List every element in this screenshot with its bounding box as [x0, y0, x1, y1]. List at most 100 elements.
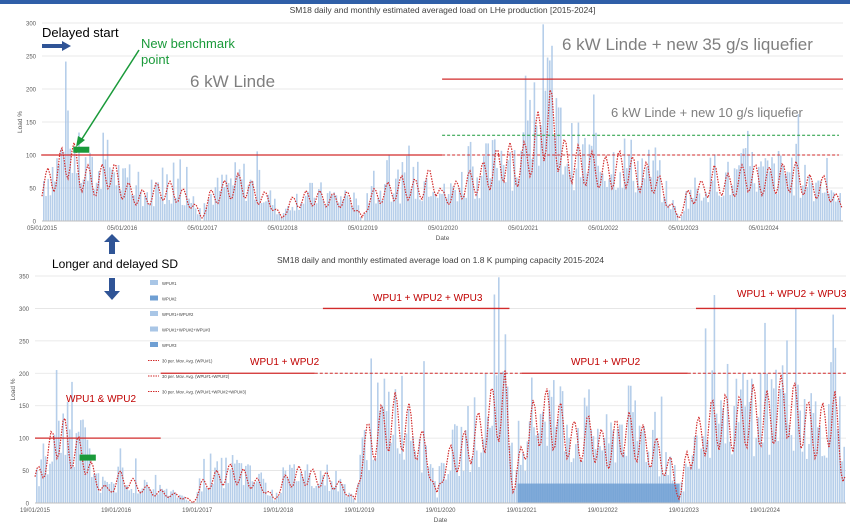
- legend-swatch: [150, 342, 158, 347]
- daily-bar: [197, 214, 199, 221]
- daily-bar: [339, 478, 342, 503]
- daily-bar: [593, 94, 595, 221]
- daily-bar: [397, 169, 399, 221]
- daily-bar: [130, 489, 133, 503]
- daily-bar: [751, 152, 753, 221]
- daily-bar: [546, 445, 548, 503]
- daily-bar: [791, 157, 793, 221]
- linde-6kw-label: 6 kW Linde: [190, 72, 276, 91]
- daily-bar: [286, 477, 289, 503]
- daily-bar: [456, 425, 458, 503]
- sd-up-arrow-icon: [104, 234, 120, 254]
- daily-bar: [234, 162, 236, 221]
- daily-bar: [188, 198, 190, 221]
- daily-bar: [267, 495, 269, 503]
- pumping-chart-svg: SM18 daily and monthly estimated average…: [10, 255, 846, 524]
- daily-bar: [62, 413, 64, 503]
- moving-average-line: [41, 87, 843, 220]
- daily-bar: [608, 178, 610, 221]
- daily-bar: [736, 169, 738, 221]
- daily-bar: [65, 61, 67, 222]
- delayed-start-label: Delayed start: [42, 25, 119, 40]
- daily-bar: [559, 386, 562, 503]
- daily-bar: [786, 171, 789, 221]
- daily-bar: [119, 448, 122, 503]
- x-tick-label: 19/01/2017: [182, 508, 213, 514]
- daily-bar: [208, 198, 210, 221]
- daily-bar: [421, 472, 423, 503]
- daily-bar: [817, 180, 819, 221]
- daily-bar: [830, 190, 833, 221]
- daily-bar: [627, 385, 630, 503]
- daily-bar: [700, 200, 703, 221]
- daily-bar: [146, 192, 148, 221]
- daily-bar: [318, 189, 320, 221]
- daily-bar: [198, 478, 201, 503]
- daily-bar: [443, 463, 445, 503]
- daily-bar: [359, 217, 362, 221]
- daily-bar: [539, 413, 542, 503]
- daily-bar: [390, 442, 392, 503]
- daily-bar: [186, 166, 188, 221]
- daily-bar: [295, 481, 298, 503]
- daily-bar: [212, 483, 214, 503]
- daily-bar: [549, 60, 551, 222]
- daily-bar: [419, 199, 421, 221]
- y-tick-label: 0: [33, 220, 37, 226]
- y-tick-label: 150: [19, 404, 30, 410]
- daily-bar: [434, 193, 437, 221]
- y-tick-label: 350: [19, 275, 30, 281]
- daily-bar: [368, 202, 371, 221]
- daily-bar: [300, 472, 302, 503]
- daily-bar: [498, 180, 500, 221]
- daily-bar: [496, 167, 498, 221]
- daily-bar: [621, 424, 623, 503]
- daily-bar: [263, 202, 265, 221]
- y-tick-label: 300: [19, 307, 30, 313]
- daily-bar: [320, 182, 322, 221]
- daily-bar: [322, 199, 324, 221]
- daily-bar: [810, 182, 813, 221]
- wpu123-label-b: WPU1 + WPU2 + WPU3: [737, 289, 847, 300]
- daily-bar: [304, 195, 307, 221]
- daily-bar: [687, 466, 689, 503]
- x-tick-label: 05/01/2018: [268, 226, 299, 232]
- daily-bar: [406, 155, 408, 221]
- daily-bar: [95, 182, 98, 221]
- pumping-capacity-chart: SM18 daily and monthly estimated average…: [0, 250, 850, 527]
- daily-bar: [597, 428, 599, 503]
- daily-bar: [137, 493, 139, 503]
- daily-bar: [99, 492, 102, 503]
- daily-bar: [681, 215, 683, 221]
- daily-bar: [408, 145, 410, 221]
- daily-bar: [60, 452, 62, 503]
- x-tick-label: 19/01/2020: [425, 508, 456, 514]
- daily-bar: [414, 198, 417, 221]
- daily-bar: [161, 167, 164, 221]
- daily-bar: [636, 440, 639, 503]
- daily-bar: [472, 166, 474, 221]
- daily-bar: [54, 181, 56, 221]
- daily-bar: [590, 145, 593, 221]
- lhe-production-chart: SM18 daily and monthly estimated average…: [0, 0, 850, 250]
- daily-bar: [106, 139, 109, 221]
- daily-bar: [218, 474, 221, 503]
- daily-bar: [144, 196, 146, 221]
- daily-bar: [700, 448, 702, 503]
- daily-bar: [715, 413, 718, 503]
- daily-bar: [667, 204, 670, 221]
- daily-bar: [337, 491, 339, 503]
- daily-bar: [716, 191, 718, 221]
- lhe-chart-svg: SM18 daily and monthly estimated average…: [17, 5, 843, 242]
- daily-bar: [685, 463, 687, 503]
- daily-bar: [262, 478, 265, 503]
- daily-bar: [652, 429, 654, 503]
- daily-bar: [782, 165, 784, 221]
- daily-bar: [764, 158, 767, 221]
- daily-bar: [157, 494, 159, 503]
- daily-bar: [645, 462, 647, 503]
- daily-bar: [392, 193, 395, 221]
- daily-bar: [460, 426, 463, 503]
- daily-bar: [170, 203, 173, 221]
- daily-bar: [462, 470, 465, 503]
